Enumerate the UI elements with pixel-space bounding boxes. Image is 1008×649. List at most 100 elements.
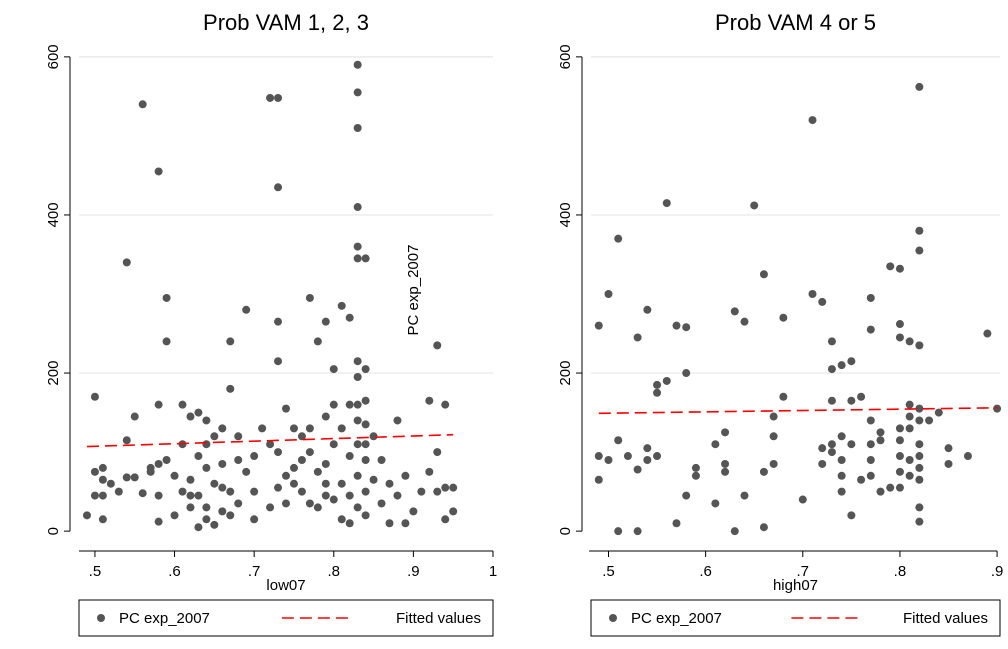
x-tick-label: .5: [89, 563, 102, 580]
scatter-point: [449, 507, 458, 516]
scatter-point: [313, 337, 322, 346]
scatter-point: [417, 487, 426, 496]
scatter-point: [321, 479, 330, 488]
scatter-point: [361, 396, 370, 405]
scatter-point: [740, 491, 749, 500]
scatter-point: [313, 503, 322, 512]
scatter-point: [337, 515, 346, 524]
scatter-point: [226, 337, 235, 346]
scatter-point: [305, 448, 314, 457]
legend-marker-points: [609, 614, 617, 622]
scatter-point: [274, 357, 283, 366]
chart-title: Prob VAM 1, 2, 3: [203, 10, 369, 35]
scatter-point: [282, 404, 290, 413]
scatter-point: [662, 199, 671, 208]
scatter-point: [234, 432, 243, 441]
scatter-point: [915, 82, 924, 91]
scatter-point: [274, 183, 283, 192]
scatter-point: [202, 515, 211, 524]
scatter-point: [441, 400, 450, 409]
scatter-point: [915, 341, 924, 350]
scatter-point: [329, 365, 338, 374]
scatter-point: [242, 305, 251, 314]
scatter-point: [915, 517, 924, 526]
scatter-point: [425, 467, 434, 476]
scatter-point: [345, 400, 354, 409]
scatter-point: [369, 475, 378, 484]
scatter-point: [682, 369, 691, 378]
scatter-point: [146, 467, 155, 476]
scatter-point: [242, 467, 251, 476]
scatter-point: [915, 226, 924, 235]
scatter-point: [633, 465, 642, 474]
scatter-point: [857, 392, 866, 401]
scatter-point: [353, 416, 362, 425]
scatter-point: [866, 325, 875, 334]
scatter-point: [594, 321, 603, 330]
scatter-point: [759, 270, 768, 279]
scatter-point: [895, 424, 904, 433]
scatter-point: [138, 489, 147, 498]
scatter-point: [433, 487, 442, 496]
legend-label-line: Fitted values: [903, 610, 988, 627]
scatter-point: [353, 60, 362, 69]
scatter-point: [721, 467, 730, 476]
scatter-point: [250, 452, 259, 461]
scatter-point: [122, 436, 131, 445]
scatter-point: [353, 440, 362, 449]
scatter-point: [353, 471, 362, 480]
scatter-point: [672, 321, 681, 330]
scatter-point: [170, 511, 179, 520]
scatter-point: [305, 424, 314, 433]
scatter-point: [876, 436, 885, 445]
scatter-point: [282, 471, 290, 480]
scatter-point: [170, 471, 179, 480]
scatter-point: [769, 459, 778, 468]
scatter-point: [915, 404, 924, 413]
scatter-point: [905, 337, 914, 346]
scatter-point: [98, 475, 107, 484]
y-tick-label: 600: [45, 44, 62, 69]
scatter-point: [98, 491, 107, 500]
scatter-point: [194, 452, 203, 461]
x-tick-label: .7: [797, 563, 810, 580]
scatter-point: [154, 491, 163, 500]
scatter-point: [915, 475, 924, 484]
scatter-point: [329, 440, 338, 449]
scatter-point: [633, 333, 642, 342]
scatter-point: [162, 456, 171, 464]
scatter-point: [905, 400, 914, 409]
scatter-point: [944, 444, 953, 453]
scatter-point: [274, 317, 283, 326]
scatter-point: [633, 527, 642, 536]
x-tick-label: .5: [602, 563, 615, 580]
x-tick-label: .8: [894, 563, 907, 580]
legend-marker-points: [97, 614, 105, 622]
scatter-point: [827, 396, 836, 405]
scatter-point: [297, 432, 306, 441]
scatter-point: [827, 365, 836, 374]
scatter-point: [353, 254, 362, 263]
scatter-point: [385, 479, 394, 488]
x-axis-label: high07: [773, 577, 818, 594]
y-tick-label: 600: [557, 44, 574, 69]
scatter-point: [178, 487, 187, 496]
scatter-point: [90, 491, 99, 500]
scatter-point: [250, 487, 259, 496]
scatter-point: [866, 416, 875, 425]
chart-panel-left: Prob VAM 1, 2, 3 0 200 400 600 .5 .6 .7 .8 .9 1 low…: [45, 10, 497, 637]
scatter-point: [353, 503, 362, 512]
scatter-point: [604, 290, 613, 298]
scatter-point: [353, 357, 362, 366]
scatter-point: [194, 523, 203, 532]
scatter-point: [866, 456, 875, 464]
fitted-line: [86, 433, 454, 448]
scatter-point: [915, 440, 924, 449]
scatter-point: [258, 424, 267, 433]
scatter-point: [662, 376, 671, 385]
scatter-point: [740, 317, 749, 326]
scatter-point: [289, 424, 298, 433]
scatter-point: [353, 242, 362, 251]
scatter-point: [798, 495, 807, 504]
scatter-point: [433, 341, 442, 350]
